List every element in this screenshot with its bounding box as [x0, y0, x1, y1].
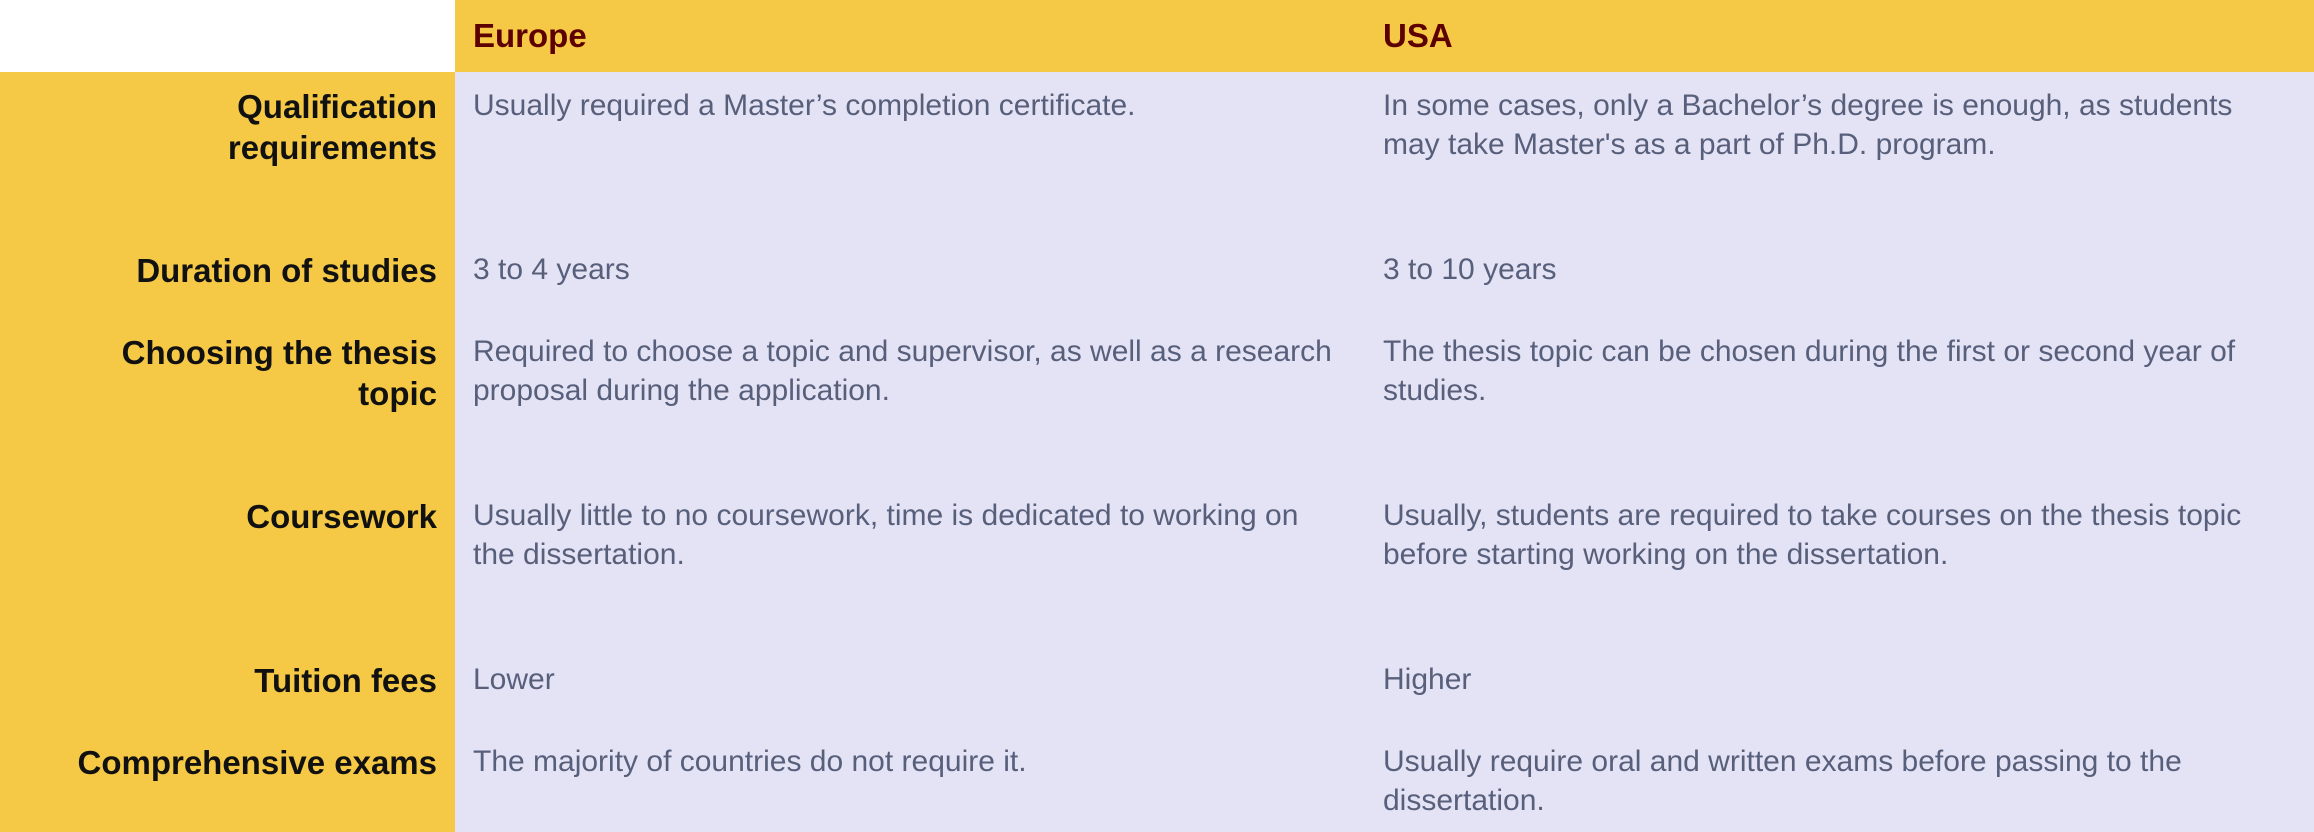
- comparison-table: Europe USA Qualification requirements Us…: [0, 0, 2314, 832]
- cell-tuition-usa: Higher: [1365, 646, 2314, 728]
- row-header-coursework: Coursework: [0, 482, 455, 646]
- cell-text: Usually, students are required to take c…: [1383, 496, 2296, 574]
- cell-exams-europe: The majority of countries do not require…: [455, 728, 1365, 832]
- cell-duration-europe: 3 to 4 years: [455, 236, 1365, 318]
- cell-duration-usa: 3 to 10 years: [1365, 236, 2314, 318]
- cell-text: 3 to 10 years: [1383, 250, 1556, 289]
- cell-text: Usually require oral and written exams b…: [1383, 742, 2296, 820]
- column-header-europe: Europe: [455, 0, 1365, 72]
- row-header-thesis-topic: Choosing the thesis topic: [0, 318, 455, 482]
- table-corner: [0, 0, 455, 72]
- cell-text: Lower: [473, 660, 555, 699]
- cell-exams-usa: Usually require oral and written exams b…: [1365, 728, 2314, 832]
- cell-text: In some cases, only a Bachelor’s degree …: [1383, 86, 2296, 164]
- row-header-duration: Duration of studies: [0, 236, 455, 318]
- cell-thesis-usa: The thesis topic can be chosen during th…: [1365, 318, 2314, 482]
- cell-text: Usually little to no coursework, time is…: [473, 496, 1347, 574]
- cell-text: The majority of countries do not require…: [473, 742, 1027, 781]
- cell-text: Higher: [1383, 660, 1471, 699]
- cell-text: Usually required a Master’s completion c…: [473, 86, 1136, 125]
- cell-tuition-europe: Lower: [455, 646, 1365, 728]
- row-header-tuition: Tuition fees: [0, 646, 455, 728]
- cell-qualification-europe: Usually required a Master’s completion c…: [455, 72, 1365, 236]
- cell-thesis-europe: Required to choose a topic and superviso…: [455, 318, 1365, 482]
- cell-coursework-usa: Usually, students are required to take c…: [1365, 482, 2314, 646]
- cell-text: Required to choose a topic and superviso…: [473, 332, 1347, 410]
- row-header-exams: Comprehensive exams: [0, 728, 455, 832]
- cell-text: 3 to 4 years: [473, 250, 630, 289]
- cell-qualification-usa: In some cases, only a Bachelor’s degree …: [1365, 72, 2314, 236]
- cell-text: The thesis topic can be chosen during th…: [1383, 332, 2296, 410]
- cell-coursework-europe: Usually little to no coursework, time is…: [455, 482, 1365, 646]
- row-header-qualification: Qualification requirements: [0, 72, 455, 236]
- column-header-usa: USA: [1365, 0, 2314, 72]
